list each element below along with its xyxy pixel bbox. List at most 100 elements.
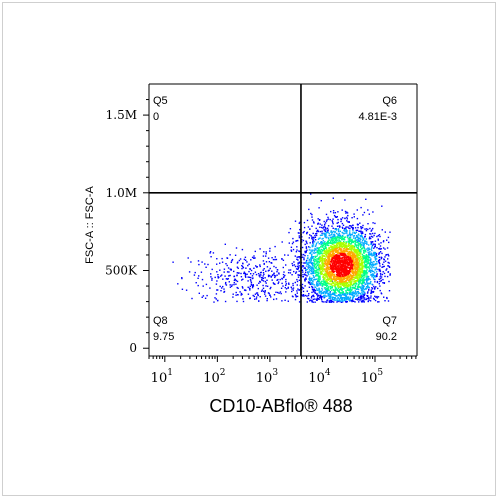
event-dot [347,214,349,217]
event-dot [172,261,174,263]
event-dot [285,291,287,293]
event-dot [328,286,330,289]
event-dot [244,272,247,275]
event-dot [309,252,312,255]
event-dot [366,281,368,283]
event-dot [302,253,305,256]
event-dot [342,236,344,238]
event-dot [377,238,379,240]
event-dot [342,293,344,295]
event-dot [223,288,225,290]
event-dot [265,251,267,253]
event-dot [340,275,342,278]
event-dot [372,232,374,235]
event-dot [361,284,363,286]
event-dot [198,292,200,294]
event-dot [366,263,368,265]
event-dot [335,264,338,266]
event-dot [310,251,312,253]
event-dot [360,236,362,238]
event-dot [373,261,375,263]
event-dot [351,234,353,236]
event-dot [345,257,347,259]
event-dot [343,257,346,260]
event-dot [324,230,326,233]
event-dot [330,237,332,239]
event-dot [268,261,271,263]
event-dot [320,242,322,244]
event-dot [314,266,316,269]
event-dot [352,261,354,264]
event-dot [311,219,314,221]
event-dot [317,258,319,260]
event-dot [383,296,385,298]
event-dot [341,294,343,296]
event-dot [341,292,343,294]
event-dot [336,243,338,245]
event-dot [335,275,338,278]
event-dot [213,301,215,303]
event-dot [217,276,219,278]
event-dot [331,247,333,249]
event-dot [306,268,308,271]
event-dot [332,236,335,238]
event-dot [324,273,326,276]
event-dot [221,287,223,289]
event-dot [288,242,290,244]
event-dot [376,275,378,278]
event-dot [301,254,303,256]
event-dot [363,248,366,250]
event-dot [330,231,332,233]
event-dot [315,227,317,230]
event-dot [332,249,334,251]
event-dot [319,282,321,285]
event-dot [370,254,373,256]
event-dot [319,265,321,267]
event-dot [326,290,329,292]
event-dot [290,286,292,288]
event-dot [359,282,361,285]
event-dot [220,290,222,292]
event-dot [379,265,381,267]
event-dot [275,258,278,261]
event-dot [296,246,298,248]
event-dot [361,289,363,291]
event-dot [302,265,304,267]
event-dot [344,246,346,249]
event-dot [292,289,294,291]
event-dot [330,268,332,270]
event-dot [353,280,355,283]
event-dot [350,241,353,243]
event-dot [351,250,353,252]
event-dot [333,270,335,273]
event-dot [325,287,327,289]
event-dot [210,276,212,278]
event-dot [388,280,390,283]
event-dot [335,292,337,294]
event-dot [367,300,369,302]
event-dot [311,256,313,258]
event-dot [322,280,325,282]
event-dot [349,288,352,290]
event-dot [356,263,359,265]
event-dot [350,249,352,251]
event-dot [311,300,313,302]
event-dot [371,241,374,243]
event-dot [351,286,353,289]
event-dot [297,267,299,270]
event-dot [358,263,360,265]
event-dot [307,255,309,257]
event-dot [353,276,355,278]
event-dot [364,228,366,230]
event-dot [312,272,314,274]
event-dot [235,294,237,296]
event-dot [368,288,370,291]
event-dot [355,256,357,258]
event-dot [311,249,314,251]
event-dot [349,281,351,284]
event-dot [337,282,340,284]
event-dot [276,271,278,273]
event-dot [347,296,350,298]
event-dot [282,273,285,276]
event-dot [323,262,326,265]
